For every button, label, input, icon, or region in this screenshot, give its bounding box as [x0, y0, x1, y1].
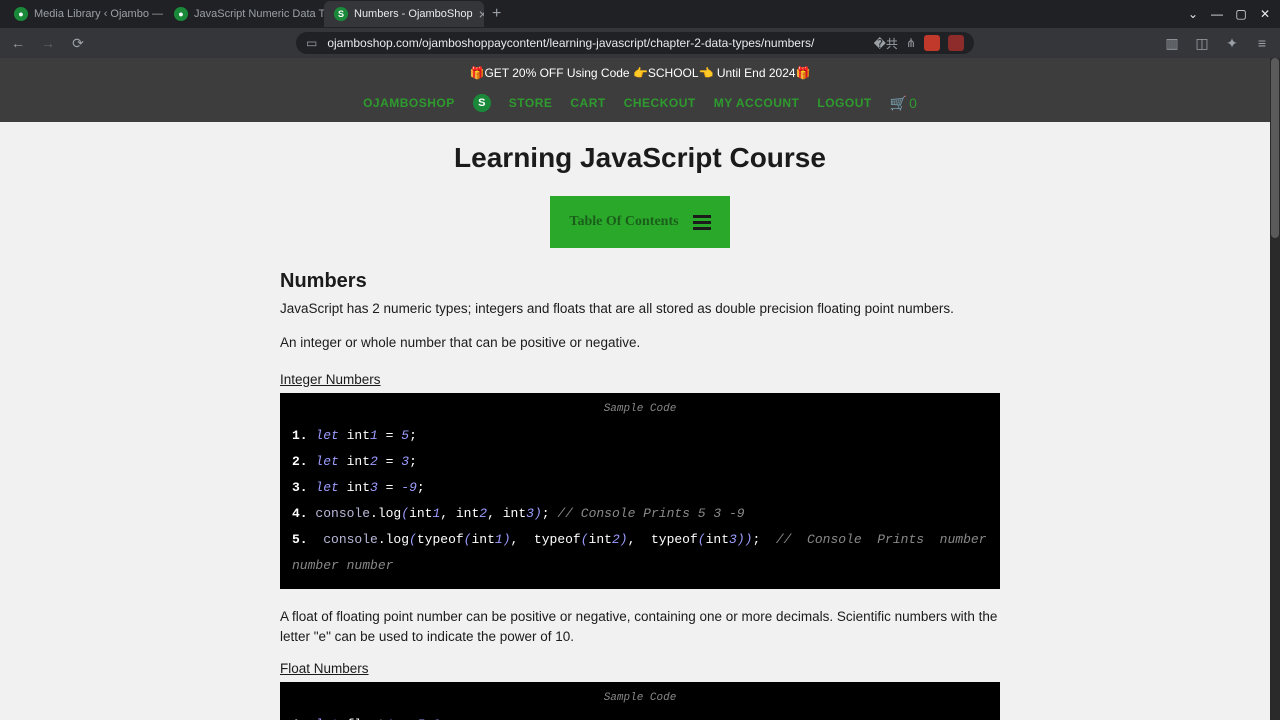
content-area: Learning JavaScript Course Table Of Cont…: [280, 122, 1000, 720]
tab-title: Media Library ‹ Ojambo — Wo: [34, 8, 164, 20]
site-info-icon[interactable]: ▭: [306, 36, 317, 50]
paragraph: An integer or whole number that can be p…: [280, 333, 1000, 353]
toc-label: Table Of Contents: [569, 214, 678, 230]
code-caption: Sample Code: [292, 403, 988, 415]
code-block-float: Sample Code 1. let float1 = 5.0;2. let f…: [280, 682, 1000, 720]
browser-toolbar: ← → ⟳ ▭ ojamboshop.com/ojamboshoppaycont…: [0, 28, 1280, 58]
chevron-down-icon[interactable]: ⌄: [1182, 3, 1204, 25]
rss-icon[interactable]: ⋔: [906, 36, 916, 50]
code-line: 1. let float1 = 5.0;: [292, 712, 988, 720]
extensions-icon[interactable]: ◫: [1190, 31, 1214, 55]
new-tab-button[interactable]: +: [484, 5, 509, 23]
logo-icon[interactable]: S: [473, 94, 491, 112]
favicon-icon: ●: [14, 7, 28, 21]
window-controls: ⌄ — ▢ ✕: [1182, 3, 1276, 25]
nav-checkout[interactable]: CHECKOUT: [624, 96, 696, 110]
cart-icon[interactable]: 🛒0: [890, 95, 917, 112]
nav-cart[interactable]: CART: [570, 96, 605, 110]
favicon-icon: S: [334, 7, 348, 21]
toc-button[interactable]: Table Of Contents: [550, 196, 730, 248]
nav-ojamboshop[interactable]: OJAMBOSHOP: [363, 96, 455, 110]
code-caption: Sample Code: [292, 692, 988, 704]
nav-store[interactable]: STORE: [509, 96, 553, 110]
scroll-thumb[interactable]: [1271, 58, 1279, 238]
code-line: 2. let int2 = 3;: [292, 449, 988, 475]
course-title: Learning JavaScript Course: [280, 142, 1000, 174]
code-line: 3. let int3 = -9;: [292, 475, 988, 501]
reload-button[interactable]: ⟳: [66, 31, 90, 55]
forward-button[interactable]: →: [36, 31, 60, 55]
back-button[interactable]: ←: [6, 31, 30, 55]
tab-1[interactable]: ● Media Library ‹ Ojambo — Wo: [4, 1, 164, 27]
maximize-button[interactable]: ▢: [1230, 3, 1252, 25]
url-text: ojamboshop.com/ojamboshoppaycontent/lear…: [327, 36, 814, 50]
tab-2[interactable]: ● JavaScript Numeric Data Type: [164, 1, 324, 27]
tab-title: JavaScript Numeric Data Type: [194, 8, 324, 20]
menu-icon[interactable]: ≡: [1250, 31, 1274, 55]
favicon-icon: ●: [174, 7, 188, 21]
sidepanel-icon[interactable]: ▥: [1160, 31, 1184, 55]
minimize-button[interactable]: —: [1206, 3, 1228, 25]
paragraph: A float of floating point number can be …: [280, 607, 1000, 648]
code-lines: 1. let float1 = 5.0;2. let float2 = 3.0;: [292, 712, 988, 720]
tab-3-active[interactable]: S Numbers - OjamboShop ×: [324, 1, 484, 27]
url-actions: �共 ⋔: [874, 35, 964, 52]
url-bar[interactable]: ▭ ojamboshop.com/ojamboshoppaycontent/le…: [296, 32, 974, 54]
code-line: 4. console.log(int1, int2, int3); // Con…: [292, 501, 988, 527]
cart-count: 0: [909, 95, 917, 111]
subheading-integer: Integer Numbers: [280, 372, 1000, 387]
promo-bar: 🎁GET 20% OFF Using Code 👉SCHOOL👈 Until E…: [0, 58, 1280, 88]
code-lines: 1. let int1 = 5;2. let int2 = 3;3. let i…: [292, 423, 988, 579]
scrollbar[interactable]: [1270, 58, 1280, 720]
close-button[interactable]: ✕: [1254, 3, 1276, 25]
nav-logout[interactable]: LOGOUT: [817, 96, 871, 110]
paragraph: JavaScript has 2 numeric types; integers…: [280, 299, 1000, 319]
site-nav: OJAMBOSHOP S STORE CART CHECKOUT MY ACCO…: [0, 88, 1280, 122]
hamburger-icon: [693, 212, 711, 233]
tab-title: Numbers - OjamboShop: [354, 8, 473, 20]
tab-bar: ● Media Library ‹ Ojambo — Wo ● JavaScri…: [0, 0, 1280, 28]
nav-account[interactable]: MY ACCOUNT: [714, 96, 800, 110]
sparkle-icon[interactable]: ✦: [1220, 31, 1244, 55]
page-viewport: 🎁GET 20% OFF Using Code 👉SCHOOL👈 Until E…: [0, 58, 1280, 720]
subheading-float: Float Numbers: [280, 661, 1000, 676]
extension-icon[interactable]: [924, 35, 940, 51]
code-line: 5. console.log(typeof(int1), typeof(int2…: [292, 527, 988, 579]
share-icon[interactable]: �共: [874, 35, 898, 52]
section-title: Numbers: [280, 270, 1000, 293]
promo-text: 🎁GET 20% OFF Using Code 👉SCHOOL👈 Until E…: [470, 66, 811, 80]
extension-icon[interactable]: [948, 35, 964, 51]
code-block-integer: Sample Code 1. let int1 = 5;2. let int2 …: [280, 393, 1000, 589]
code-line: 1. let int1 = 5;: [292, 423, 988, 449]
